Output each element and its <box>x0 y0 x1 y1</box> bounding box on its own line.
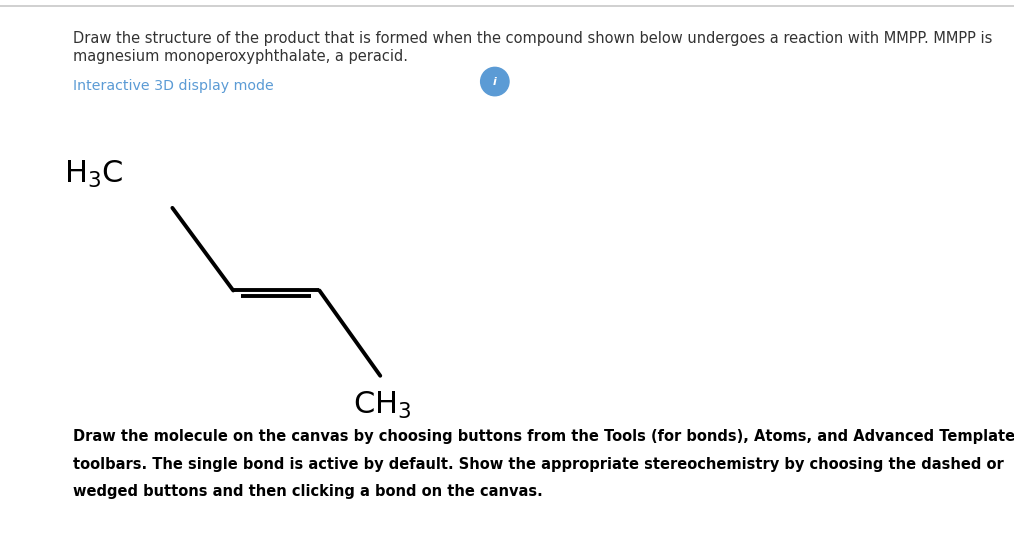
Text: Draw the molecule on the canvas by choosing buttons from the Tools (for bonds), : Draw the molecule on the canvas by choos… <box>73 429 1014 444</box>
Text: Draw the structure of the product that is formed when the compound shown below u: Draw the structure of the product that i… <box>73 31 993 46</box>
Ellipse shape <box>481 67 509 96</box>
Text: magnesium monoperoxyphthalate, a peracid.: magnesium monoperoxyphthalate, a peracid… <box>73 49 408 64</box>
Text: Interactive 3D display mode: Interactive 3D display mode <box>73 79 274 93</box>
Text: toolbars. The single bond is active by default. Show the appropriate stereochemi: toolbars. The single bond is active by d… <box>73 457 1004 472</box>
Text: wedged buttons and then clicking a bond on the canvas.: wedged buttons and then clicking a bond … <box>73 484 542 499</box>
Text: CH$_3$: CH$_3$ <box>353 390 412 421</box>
Text: H$_3$C: H$_3$C <box>64 159 124 190</box>
Text: i: i <box>493 77 497 86</box>
